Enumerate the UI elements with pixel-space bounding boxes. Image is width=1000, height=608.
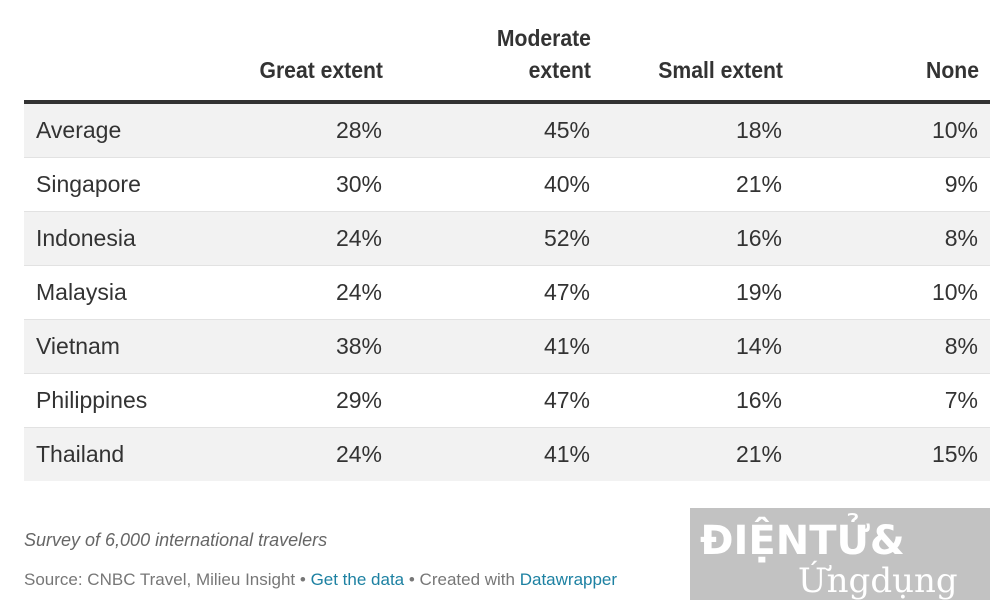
cell-small-extent: 14% bbox=[602, 319, 794, 374]
cell-none: 7% bbox=[794, 373, 990, 428]
source-line: Source: CNBC Travel, Milieu Insight • Ge… bbox=[24, 570, 617, 590]
cell-none: 10% bbox=[794, 102, 990, 158]
get-the-data-link[interactable]: Get the data bbox=[310, 570, 405, 589]
cell-moderate-extent: 47% bbox=[394, 373, 602, 428]
watermark-line-2: Ứngdụng bbox=[798, 560, 958, 600]
table-row-philippines: Philippines 29% 47% 16% 7% bbox=[24, 373, 990, 428]
header-text: Small extent bbox=[658, 57, 783, 83]
row-label: Singapore bbox=[24, 157, 234, 212]
cell-moderate-extent: 45% bbox=[394, 102, 602, 158]
cell-moderate-extent: 52% bbox=[394, 211, 602, 266]
table-row-vietnam: Vietnam 38% 41% 14% 8% bbox=[24, 319, 990, 374]
cell-small-extent: 21% bbox=[602, 427, 794, 481]
label-column-header bbox=[32, 22, 226, 104]
cell-small-extent: 18% bbox=[602, 102, 794, 158]
table-row-thailand: Thailand 24% 41% 21% 15% bbox=[24, 427, 990, 481]
header-text: None bbox=[926, 57, 979, 83]
cell-small-extent: 21% bbox=[602, 157, 794, 212]
cell-great-extent: 28% bbox=[234, 102, 394, 158]
table-row-indonesia: Indonesia 24% 52% 16% 8% bbox=[24, 211, 990, 266]
cell-none: 8% bbox=[794, 211, 990, 266]
row-label: Malaysia bbox=[24, 265, 234, 320]
cell-moderate-extent: 41% bbox=[394, 319, 602, 374]
table-row-malaysia: Malaysia 24% 47% 19% 10% bbox=[24, 265, 990, 320]
cell-none: 8% bbox=[794, 319, 990, 374]
cell-none: 15% bbox=[794, 427, 990, 481]
small-extent-header: Small extent bbox=[617, 22, 794, 104]
cell-great-extent: 38% bbox=[234, 319, 394, 374]
row-label: Thailand bbox=[24, 427, 234, 481]
cell-great-extent: 24% bbox=[234, 211, 394, 266]
none-header: None bbox=[809, 22, 990, 104]
row-label: Indonesia bbox=[24, 211, 234, 266]
header-row: Great extent Moderate extent Small extent No… bbox=[24, 22, 990, 104]
great-extent-header: Great extent bbox=[246, 22, 394, 104]
table-header: Great extent Moderate extent Small extent No… bbox=[24, 22, 990, 104]
cell-great-extent: 30% bbox=[234, 157, 394, 212]
data-table-chart: Great extent Moderate extent Small extent No… bbox=[24, 22, 990, 481]
datawrapper-link[interactable]: Datawrapper bbox=[519, 570, 618, 589]
cell-great-extent: 24% bbox=[234, 427, 394, 481]
row-label: Vietnam bbox=[24, 319, 234, 374]
dien-tu-ung-dung-watermark-logo: ĐIỆNTỬ& Ứngdụng bbox=[690, 508, 990, 600]
watermark-logo-graphic: ĐIỆNTỬ& Ứngdụng bbox=[700, 511, 958, 600]
cell-none: 10% bbox=[794, 265, 990, 320]
cell-small-extent: 16% bbox=[602, 211, 794, 266]
table-row-average: Average 28% 45% 18% 10% bbox=[24, 102, 990, 158]
header-text: Great extent bbox=[259, 57, 383, 83]
survey-table: Great extent Moderate extent Small extent No… bbox=[24, 22, 990, 481]
cell-moderate-extent: 40% bbox=[394, 157, 602, 212]
table-row-singapore: Singapore 30% 40% 21% 9% bbox=[24, 157, 990, 212]
cell-none: 9% bbox=[794, 157, 990, 212]
separator-2: • bbox=[404, 570, 420, 589]
source-text: Source: CNBC Travel, Milieu Insight bbox=[24, 570, 296, 589]
row-label: Average bbox=[24, 102, 234, 158]
created-with-text: Created with bbox=[419, 570, 515, 589]
cell-small-extent: 19% bbox=[602, 265, 794, 320]
cell-small-extent: 16% bbox=[602, 373, 794, 428]
moderate-extent-header: Moderate extent bbox=[410, 22, 602, 104]
cell-moderate-extent: 47% bbox=[394, 265, 602, 320]
chart-notes: Survey of 6,000 international travelers bbox=[24, 530, 328, 550]
header-text: extent bbox=[528, 57, 591, 83]
separator-1: • bbox=[295, 570, 311, 589]
header-text: Moderate bbox=[496, 25, 591, 51]
cell-great-extent: 24% bbox=[234, 265, 394, 320]
cell-great-extent: 29% bbox=[234, 373, 394, 428]
table-body: Average 28% 45% 18% 10% Singapore 30% 40% 21% 9% I… bbox=[24, 102, 990, 481]
cell-moderate-extent: 41% bbox=[394, 427, 602, 481]
row-label: Philippines bbox=[24, 373, 234, 428]
watermark-line-1: ĐIỆNTỬ& bbox=[700, 511, 905, 564]
